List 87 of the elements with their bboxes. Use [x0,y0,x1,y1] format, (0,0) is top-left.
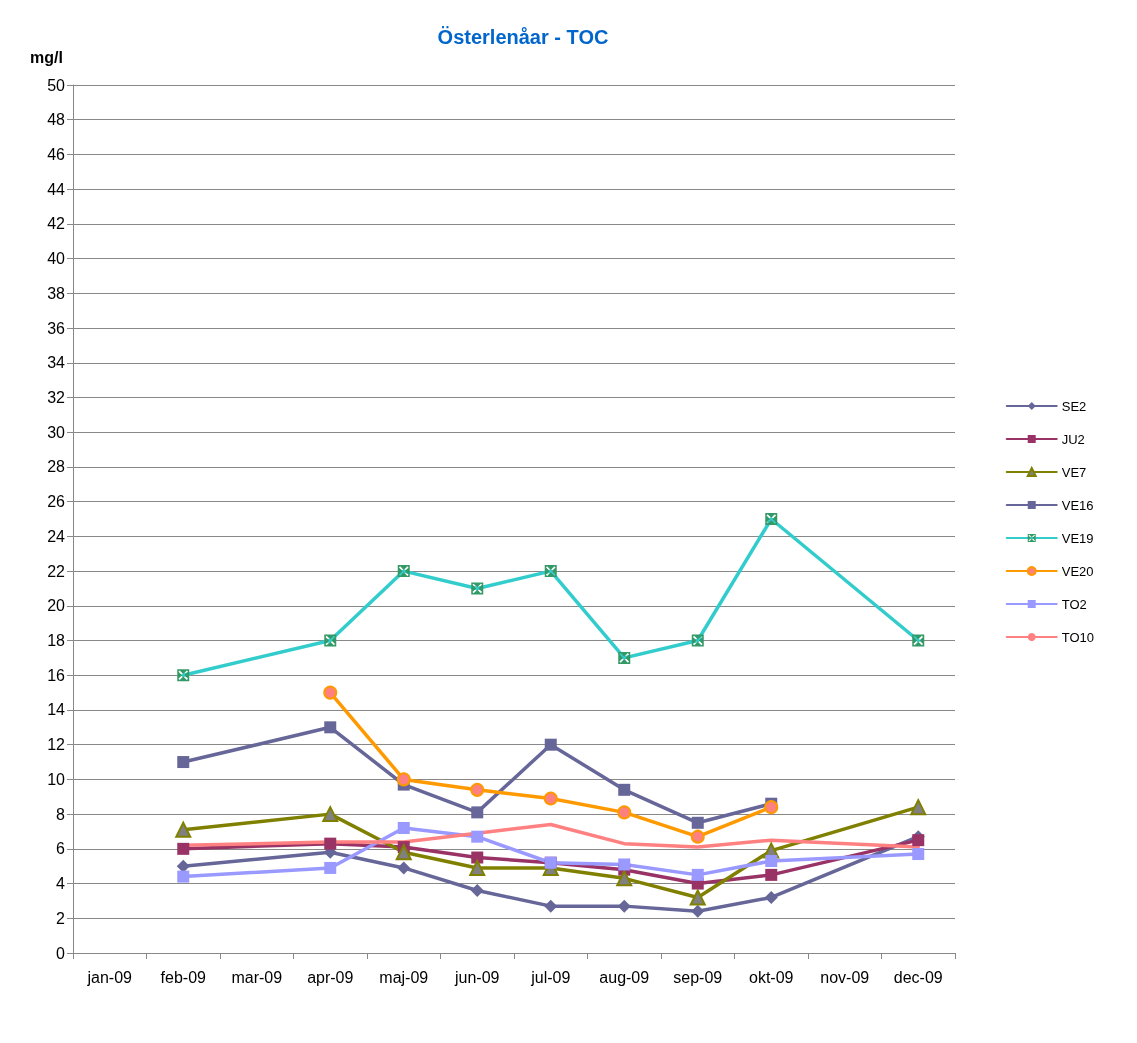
point [470,782,485,797]
y-tick-label: 36 [47,319,66,337]
point [691,868,704,881]
point [395,844,412,861]
point [764,890,778,904]
x-tick-label: jul-09 [530,968,571,986]
legend-label: VE19 [1061,530,1094,546]
point [324,861,337,874]
point [689,889,706,906]
x-tick-label: maj-09 [379,968,429,986]
y-tick-label: 34 [47,354,66,372]
point [177,842,190,855]
legend-label: SE2 [1061,398,1087,414]
x-tick-label: sep-09 [673,968,723,986]
legend-label: TO2 [1061,596,1087,612]
x-tick-label: apr-09 [307,968,354,986]
y-tick-label: 8 [56,805,66,823]
point [543,791,558,806]
point [764,800,779,815]
point [691,816,704,829]
point [910,799,927,816]
y-tick-label: 40 [47,250,66,268]
point [912,834,925,847]
legend-label: JU2 [1061,431,1085,447]
legend-label: VE7 [1061,464,1087,480]
point [397,861,411,875]
point [471,830,484,843]
point [324,721,337,734]
y-tick-label: 50 [47,76,66,94]
x-tick-label: feb-09 [160,968,207,986]
y-tick-label: 42 [47,215,66,233]
y-tick-label: 0 [56,944,66,962]
y-tick-label: 14 [47,701,66,719]
point [177,756,190,769]
point [544,899,558,913]
point [616,870,633,887]
point [618,783,631,796]
point [176,859,190,873]
y-tick-label: 12 [47,736,66,754]
y-tick-label: 30 [47,423,66,441]
x-tick-label: mar-09 [231,968,283,986]
point [324,837,337,850]
point [469,859,486,876]
chart-title: Österlenåar - TOC [437,26,609,48]
y-tick-label: 38 [47,284,66,302]
legend-label: TO10 [1061,629,1094,645]
y-tick-label: 48 [47,111,66,129]
y-tick-label: 4 [56,875,66,893]
point [397,822,410,835]
point [691,904,705,918]
x-tick-label: aug-09 [599,968,650,986]
point [177,870,190,883]
point [323,685,338,700]
y-tick-label: 28 [47,458,66,476]
y-tick-label: 44 [47,180,66,198]
y-tick-label: 2 [56,909,66,927]
y-tick-label: 32 [47,388,66,406]
x-tick-label: nov-09 [820,968,870,986]
y-tick-label: 46 [47,145,66,163]
point [471,806,484,819]
point [544,738,557,751]
y-tick-label: 10 [47,770,66,788]
y-tick-label: 22 [47,562,66,580]
x-tick-label: dec-09 [893,968,943,986]
x-tick-label: jan-09 [86,968,133,986]
y-tick-label: 20 [47,597,66,615]
point [617,805,632,820]
x-tick-label: okt-09 [749,968,794,986]
x-tick-label: jun-09 [454,968,500,986]
point [765,868,778,881]
y-tick-label: 18 [47,632,66,650]
point [690,829,705,844]
y-tick-label: 16 [47,666,66,684]
y-tick-label: 26 [47,493,66,511]
point [470,884,484,897]
point [765,854,778,867]
legend-label: VE20 [1061,563,1094,579]
point [322,806,339,823]
point [396,772,411,787]
legend-label: VE16 [1061,497,1094,513]
y-axis-title: mg/l [30,48,63,66]
point [175,821,192,838]
y-tick-label: 24 [47,527,66,545]
point [617,899,631,913]
point [618,858,631,871]
y-tick-label: 6 [56,840,66,858]
point [912,848,925,861]
